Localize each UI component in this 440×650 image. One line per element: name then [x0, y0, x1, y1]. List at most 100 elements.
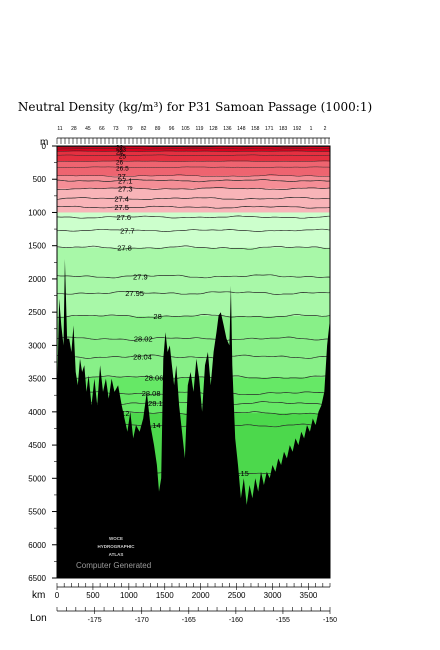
contour-line [57, 154, 330, 156]
contour-line [57, 215, 330, 219]
contour-line [57, 174, 330, 178]
contour-label: 28.08 [142, 389, 161, 398]
contour-line [57, 205, 330, 209]
contour-label: 27.95 [125, 289, 144, 298]
station-label: 158 [251, 126, 260, 132]
y-axis-unit-label: m [40, 137, 48, 148]
km-tick-label: 1500 [156, 591, 174, 600]
lon-tick-label: -150 [323, 617, 337, 624]
contour-label-surface: 22 [116, 145, 124, 152]
contour-line [57, 146, 330, 148]
contour-label: 28.02 [134, 335, 153, 344]
contour-label: 27.5 [114, 203, 129, 212]
contour-line [57, 375, 330, 380]
station-label: 128 [209, 126, 218, 132]
y-tick-label: 1000 [28, 208, 46, 217]
station-label: 2 [324, 126, 327, 132]
lon-tick-label: -170 [135, 617, 149, 624]
contour-line [57, 160, 330, 162]
y-tick-label: 5000 [28, 474, 46, 483]
station-label: 192 [293, 126, 302, 132]
contour-label: 27.9 [133, 272, 148, 281]
y-tick-label: 3500 [28, 375, 46, 384]
y-tick-label: 4000 [28, 408, 46, 417]
atlas-logo-line-2: HYDROGRAPHIC [97, 544, 135, 549]
contour-label: 27 [117, 172, 125, 181]
contour-label: 27.8 [117, 244, 132, 253]
color-band [57, 146, 330, 152]
lon-tick-label: -175 [88, 617, 102, 624]
contour-label: 28.12 [111, 409, 130, 418]
contour-line [57, 245, 330, 250]
contour-line [57, 187, 330, 191]
contour-label: 27.3 [118, 185, 133, 194]
contour-label-surface: 26 [116, 159, 124, 166]
lon-tick-label: -155 [276, 617, 290, 624]
y-tick-label: 4500 [28, 441, 46, 450]
color-band [57, 175, 330, 190]
contour-line [57, 314, 330, 318]
contour-label-surface: 25 [119, 153, 127, 160]
chart-title: Neutral Density (kg/m³) for P31 Samoan P… [18, 100, 372, 114]
km-tick-label: 2000 [192, 591, 210, 600]
computer-generated-watermark: Computer Generated [76, 561, 151, 570]
station-label: 11 [57, 126, 62, 132]
station-label: 82 [141, 126, 147, 132]
station-labels: 11 28 45 66 73 79 82 89 96 105 119 128 136 148 158 171 1… [57, 126, 326, 132]
contour-label: 27.6 [117, 213, 132, 222]
y-tick-label: 0 [42, 142, 47, 151]
plot-area [57, 146, 330, 578]
lon-axis: -175 -170 -165 -160 -155 -150 [56, 607, 337, 624]
y-axis: 0 500 1000 1500 2000 2500 3000 3500 4000 4500 5000… [28, 142, 57, 583]
y-tick-label: 5500 [28, 508, 46, 517]
station-label: 89 [155, 126, 161, 132]
contour-line [57, 147, 330, 150]
contour-line [57, 197, 330, 200]
station-label: 148 [237, 126, 246, 132]
color-band [57, 161, 330, 177]
station-label: 73 [113, 126, 119, 132]
contour-label-surface: 24 [116, 149, 124, 156]
contour-line [57, 166, 330, 168]
color-band [57, 247, 330, 317]
km-tick-label: 500 [86, 591, 100, 600]
contour-label: 28 [153, 312, 161, 321]
contour-label-surface: 26.5 [116, 165, 129, 172]
y-tick-label: 6500 [28, 574, 46, 583]
contour-line [57, 179, 330, 183]
station-label: 119 [195, 126, 203, 132]
contour-label: 27.7 [120, 226, 135, 235]
station-label: 96 [169, 126, 175, 132]
contour-line [57, 150, 330, 153]
color-band [57, 151, 330, 162]
km-tick-label: 3000 [264, 591, 282, 600]
km-tick-label: 1000 [120, 591, 138, 600]
km-axis: 0 500 1000 1500 2000 2500 3000 3500 [55, 583, 331, 600]
contour-line [57, 291, 330, 295]
contour-label: 28.1 [148, 399, 163, 408]
y-tick-label: 1500 [28, 242, 46, 251]
station-label: 45 [85, 126, 91, 132]
contour-label: 28.14 [142, 421, 161, 430]
km-axis-label: km [32, 590, 45, 601]
top-ticks [56, 137, 330, 144]
atlas-logo: WOCE HYDROGRAPHIC ATLAS [97, 536, 135, 557]
contour-label: 28.15 [230, 469, 249, 478]
seafloor-bathymetry [57, 259, 330, 578]
station-label: 28 [71, 126, 77, 132]
lon-tick-label: -165 [182, 617, 196, 624]
y-tick-label: 2000 [28, 275, 46, 284]
station-label: 136 [223, 126, 232, 132]
atlas-logo-line-1: WOCE [109, 536, 123, 541]
km-tick-label: 2500 [228, 591, 246, 600]
y-tick-label: 500 [33, 175, 47, 184]
atlas-logo-line-3: ATLAS [109, 552, 124, 557]
station-label: 79 [127, 126, 133, 132]
lon-tick-label: -160 [229, 617, 243, 624]
station-label: 1 [310, 126, 313, 132]
y-tick-label: 2500 [28, 308, 46, 317]
km-tick-label: 3500 [300, 591, 318, 600]
color-band [57, 316, 330, 378]
